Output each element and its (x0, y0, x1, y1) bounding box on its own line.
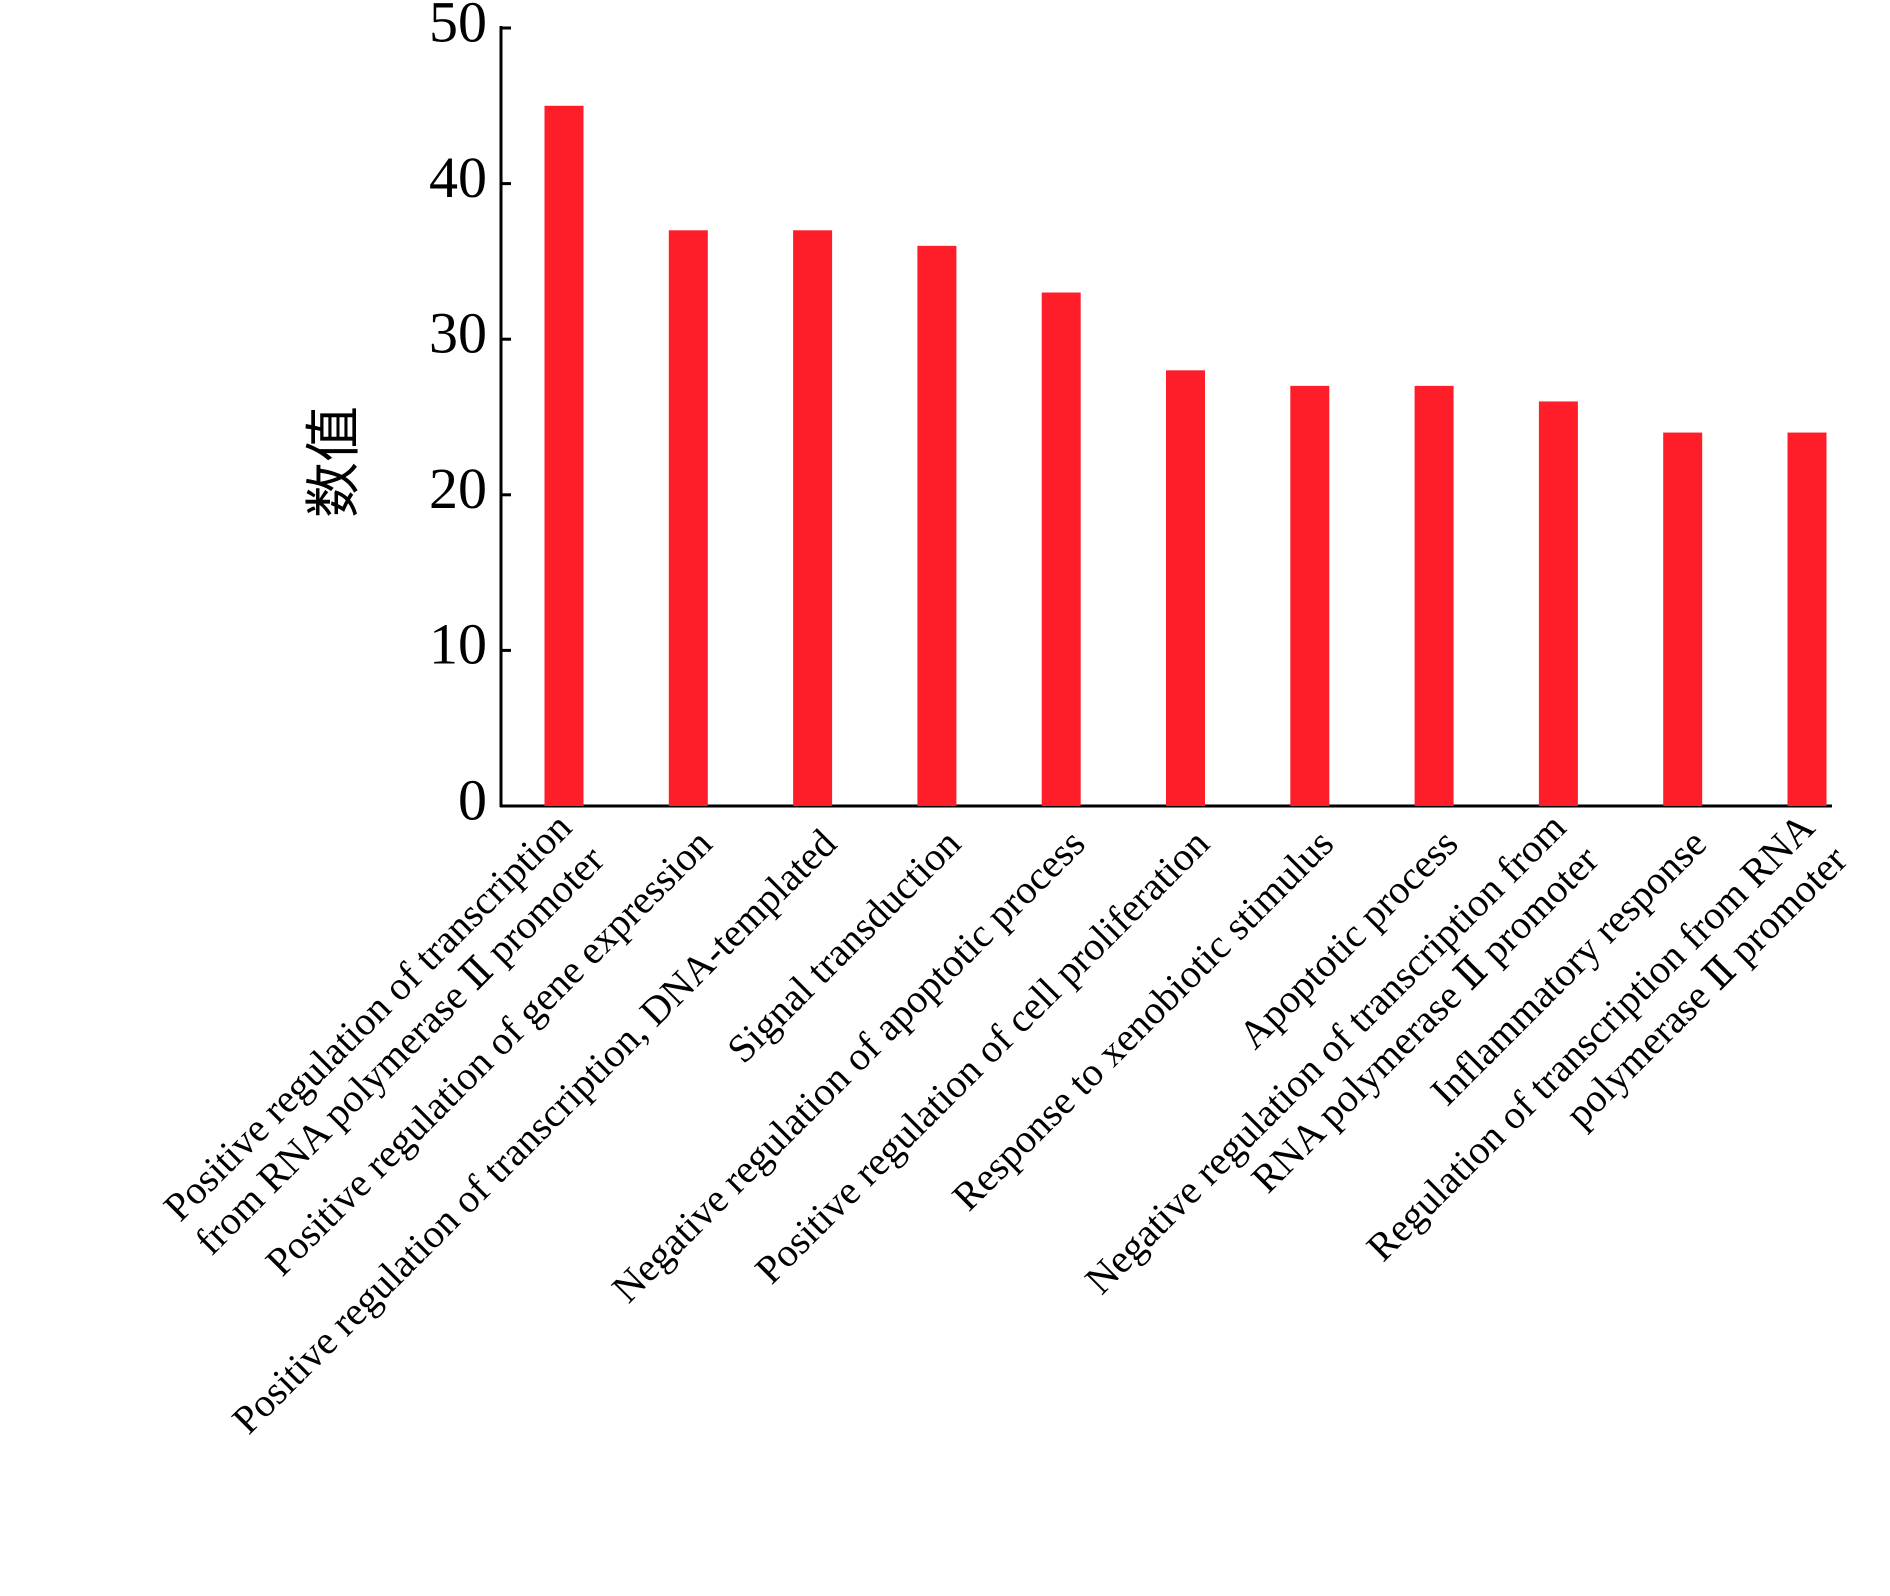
x-tick-label-group: Signal transduction (718, 820, 969, 1071)
bar (1290, 385, 1330, 806)
x-tick-label: polymerase Ⅱ promoter (1556, 837, 1855, 1136)
y-tick-label: 50 (429, 0, 487, 54)
bar (1041, 292, 1081, 806)
x-tick-label: Signal transduction (718, 820, 969, 1071)
y-tick-label: 0 (458, 767, 487, 832)
bar (544, 105, 584, 807)
bar (1166, 370, 1205, 806)
bar (1663, 432, 1703, 806)
y-tick-label: 40 (429, 145, 487, 210)
bar (917, 245, 957, 807)
y-tick-label: 30 (429, 301, 487, 366)
y-axis-label: 数值 (304, 406, 366, 518)
y-tick-label: 10 (429, 612, 487, 677)
y-tick-label: 20 (429, 456, 487, 521)
x-tick-label: from RNA polymerase Ⅱ promoter (186, 837, 613, 1264)
bar (793, 230, 833, 806)
bar (1414, 385, 1454, 806)
bar (668, 230, 708, 806)
x-tick-label-group: Positive regulation of transcriptionfrom… (155, 804, 613, 1264)
bar (1538, 401, 1578, 806)
bar (1787, 432, 1827, 806)
